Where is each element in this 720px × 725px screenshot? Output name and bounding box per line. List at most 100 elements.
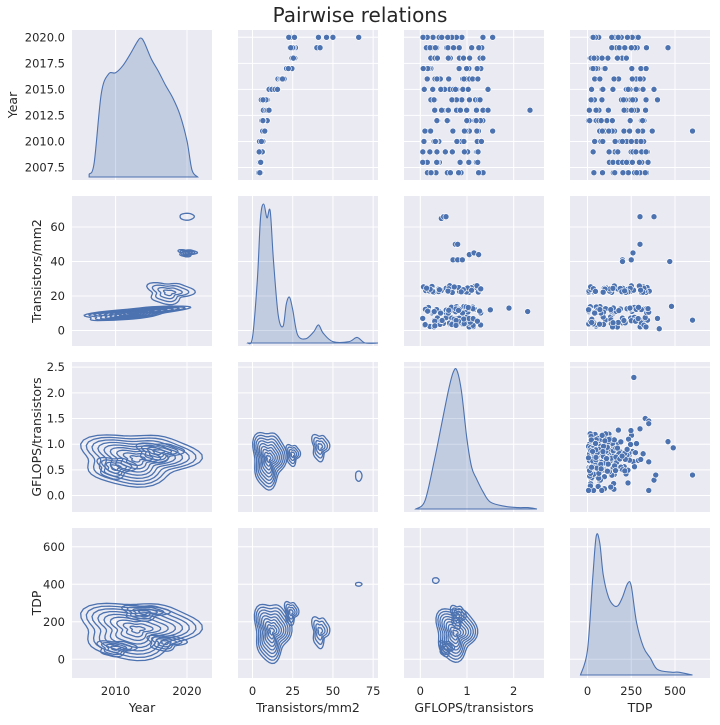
scatter-point — [648, 127, 656, 135]
scatter-point — [489, 33, 496, 41]
scatter-point — [615, 307, 623, 314]
scatter-point — [484, 106, 492, 114]
scatter-point — [598, 432, 606, 439]
y-tick-label: 2012.5 — [25, 108, 65, 122]
contour-level — [287, 606, 296, 620]
scatter-point — [526, 106, 534, 114]
scatter-point — [460, 54, 467, 62]
contour-level — [264, 621, 280, 644]
contour-level — [449, 604, 467, 630]
scatter-point — [255, 148, 263, 156]
scatter-point — [588, 319, 595, 326]
contour-level — [262, 448, 276, 471]
scatter-point — [427, 169, 435, 177]
scatter-point — [642, 323, 650, 331]
contour-level — [283, 600, 300, 627]
scatter-point — [598, 487, 606, 494]
contour-level — [157, 286, 183, 300]
contour-level — [453, 610, 463, 624]
scatter-point — [619, 169, 627, 177]
scatter-point — [619, 138, 626, 145]
scatter-point — [433, 117, 441, 124]
contour-level — [152, 449, 166, 456]
scatter-point — [669, 444, 677, 452]
y-tick-label: 2020.0 — [25, 30, 65, 44]
scatter-point — [290, 54, 297, 62]
scatter-point — [629, 96, 636, 104]
x-tick-label: 2010 — [101, 684, 130, 698]
scatter-point — [620, 106, 628, 114]
panel-tdp-vs-year — [72, 528, 212, 678]
scatter-point — [592, 288, 599, 295]
scatter-point — [468, 286, 475, 294]
scatter-point — [489, 127, 496, 135]
scatter-point — [632, 449, 639, 456]
y-tick-label: 0 — [58, 323, 65, 337]
scatter-point — [261, 127, 269, 135]
scatter-point — [627, 427, 635, 434]
contour-level — [290, 451, 296, 459]
scatter-point — [433, 148, 441, 156]
kde-curve-transistors-mm2 — [246, 203, 379, 345]
panel-background — [72, 196, 212, 346]
scatter-point — [437, 309, 444, 317]
contour-level — [449, 626, 462, 641]
contour-level — [260, 615, 285, 651]
scatter-point — [452, 86, 459, 93]
x-tick-label: 1 — [463, 684, 470, 698]
y-tick-label: 2015.0 — [25, 82, 65, 96]
scatter-point — [629, 158, 636, 166]
contour-level — [181, 250, 193, 256]
scatter-year-vs-gflops-transistors — [419, 33, 534, 177]
scatter-point — [626, 127, 633, 135]
scatter-point — [448, 96, 456, 104]
contour-level — [451, 607, 465, 627]
kde-contours-tdp-vs-transistors-mm2 — [253, 581, 363, 665]
kde-contours-transistors-mm2-vs-year — [83, 212, 199, 322]
scatter-point — [643, 44, 650, 52]
scatter-point — [419, 33, 427, 41]
contour-level — [260, 445, 278, 475]
scatter-point — [615, 44, 623, 52]
scatter-point — [474, 317, 481, 325]
scatter-point — [316, 44, 324, 52]
scatter-point — [457, 288, 465, 296]
scatter-point — [588, 463, 595, 471]
scatter-point — [478, 138, 485, 145]
contour-level — [313, 619, 329, 645]
kde-curve-year — [88, 37, 199, 178]
y-tick-label: 20 — [50, 289, 65, 303]
contour-level — [179, 249, 196, 257]
scatter-point — [431, 106, 439, 114]
contour-level — [150, 636, 183, 650]
scatter-point — [632, 86, 640, 93]
scatter-point — [474, 158, 482, 166]
scatter-point — [433, 158, 441, 166]
contour-level — [137, 609, 152, 616]
scatter-point — [427, 127, 434, 135]
scatter-point — [596, 320, 603, 328]
x-axis-label-year: Year — [128, 700, 156, 715]
x-axis-label-gflops-transistors: GFLOPS/transistors — [414, 700, 533, 715]
panel-background — [72, 362, 212, 512]
y-tick-label: 0.0 — [47, 489, 65, 503]
panel-background — [570, 528, 710, 678]
scatter-point — [598, 96, 606, 104]
y-tick-label: 0.5 — [47, 463, 65, 477]
kde-contours-gflops-transistors-vs-transistors-mm2 — [252, 431, 363, 491]
scatter-point — [664, 438, 672, 445]
scatter-point — [629, 249, 637, 257]
scatter-point — [285, 33, 293, 41]
scatter-point — [609, 285, 617, 292]
scatter-point — [465, 158, 473, 166]
scatter-point — [621, 467, 629, 475]
x-axis-label-transistors-mm2: Transistors/mm2 — [255, 700, 360, 715]
contour-level — [288, 448, 298, 462]
panel-year-vs-transistors-mm2 — [238, 30, 378, 180]
scatter-point — [599, 448, 607, 455]
contour-level — [441, 615, 472, 654]
contour-level — [255, 606, 291, 661]
scatter-point — [634, 315, 642, 322]
scatter-point — [624, 33, 631, 41]
panel-gflops-transistors-vs-gflops-transistors — [404, 362, 544, 512]
